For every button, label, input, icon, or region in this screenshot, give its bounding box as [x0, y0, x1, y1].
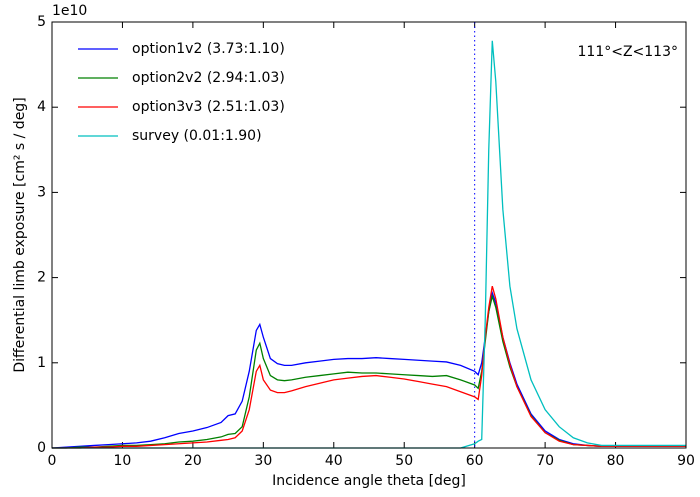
y-tick-label: 2 — [37, 270, 46, 286]
x-tick-label: 30 — [254, 453, 272, 469]
series-line — [52, 293, 686, 449]
plot-frame — [51, 21, 687, 449]
x-tick-label: 0 — [48, 453, 57, 469]
y-tick-label: 3 — [37, 184, 46, 200]
x-tick-label: 70 — [536, 453, 554, 469]
x-tick-label: 20 — [184, 453, 202, 469]
y-offset-label: 1e10 — [52, 3, 87, 19]
series-line — [52, 285, 686, 449]
y-axis-label: Differential limb exposure [cm² s / deg] — [12, 97, 28, 372]
y-tick-label: 1 — [37, 355, 46, 371]
x-tick-label: 80 — [607, 453, 625, 469]
legend-label: survey (0.01:1.90) — [132, 128, 262, 144]
y-tick-label: 5 — [37, 14, 46, 30]
x-tick-label: 60 — [466, 453, 484, 469]
x-axis-label: Incidence angle theta [deg] — [272, 473, 466, 489]
y-tick-label: 4 — [37, 99, 46, 115]
annotation: 111°<Z<113° — [578, 44, 679, 60]
legend-label: option1v2 (3.73:1.10) — [132, 41, 285, 57]
legend-label: option2v2 (2.94:1.03) — [132, 70, 285, 86]
x-tick-label: 90 — [677, 453, 695, 469]
x-tick-label: 50 — [395, 453, 413, 469]
x-tick-label: 10 — [114, 453, 132, 469]
y-tick-label: 0 — [37, 440, 46, 456]
x-tick-label: 40 — [325, 453, 343, 469]
legend-label: option3v3 (2.51:1.03) — [132, 99, 285, 115]
series-line — [51, 290, 686, 449]
